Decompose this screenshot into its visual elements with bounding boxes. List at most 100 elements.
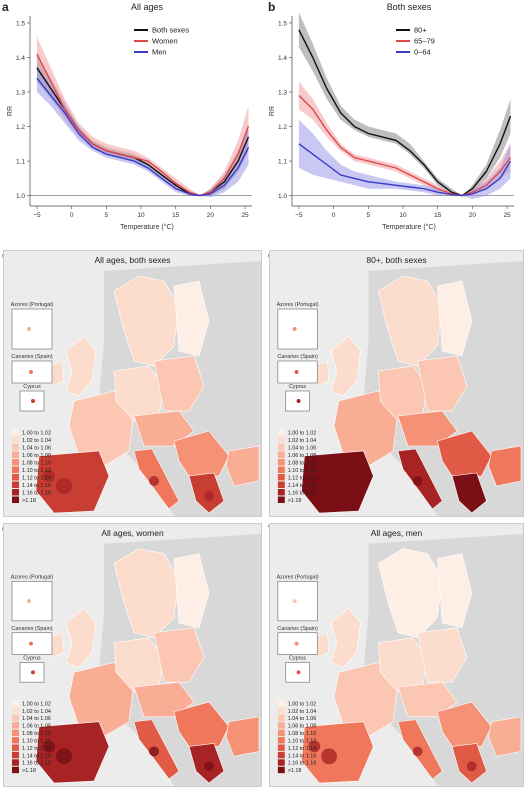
legend-entry: Men: [152, 48, 167, 57]
inset-box-azores: [277, 308, 318, 350]
y-tick-label: 1.2: [278, 124, 287, 131]
legend-class-label: 1.14 to 1.16: [22, 483, 51, 489]
inset-island: [31, 399, 35, 403]
y-tick-label: 1.4: [278, 55, 287, 62]
inset-label-cyprus: Cyprus: [23, 655, 41, 661]
legend-class-label: 1.06 to 1.08: [22, 453, 51, 459]
panel-label-a: a: [2, 0, 9, 14]
legend-entry: 0–64: [414, 48, 431, 57]
map-panel-f: All ages, men Azores (Portugal) Canaries (…: [269, 523, 524, 787]
legend-swatch: [277, 436, 285, 443]
inset-label-cyprus: Cyprus: [289, 655, 306, 661]
map-title: All ages, women: [101, 528, 164, 538]
inset-label-cyprus: Cyprus: [23, 384, 41, 390]
hotspot: [466, 491, 477, 501]
line-chart-b: Both sexes 1.0 1.1 1.2 1.3 1.4 1.5 −5 0 5 10 15 20 25…: [269, 2, 514, 231]
y-axis-label: RR: [269, 106, 276, 116]
y-tick-label: 1.0: [278, 193, 287, 200]
inset-island: [29, 641, 33, 646]
legend-swatch: [277, 744, 285, 751]
legend-swatch: [12, 759, 19, 766]
legend-class-label: 1.02 to 1.04: [288, 709, 317, 715]
europe-map: Azores (Portugal) Canaries (Spain) Cyprus 1…: [277, 533, 523, 786]
region-finland: [437, 280, 473, 357]
legend-swatch: [277, 699, 285, 707]
legend-class-label: 1.12 to 1.14: [288, 475, 317, 481]
legend-class-label: 1.08 to 1.10: [288, 731, 317, 737]
legend-swatch: [12, 429, 19, 436]
legend-swatch: [12, 766, 19, 774]
hotspot: [308, 740, 321, 753]
legend-swatch: [12, 707, 19, 714]
legend-swatch: [277, 489, 285, 496]
legend-swatch: [12, 444, 19, 451]
legend-swatch: [277, 496, 285, 503]
hotspot: [149, 746, 159, 757]
x-tick-label: 15: [172, 212, 180, 219]
legend-swatch: [12, 744, 19, 751]
legend-entry: Women: [152, 37, 178, 46]
legend-swatch: [12, 466, 19, 473]
inset-island: [296, 670, 301, 675]
legend-class-label: 1.02 to 1.04: [22, 709, 51, 715]
region-uk: [65, 335, 97, 397]
series-line-1: [36, 53, 250, 197]
legend-class-label: >1.18: [288, 498, 302, 504]
map-title: All ages, both sexes: [94, 255, 171, 265]
region-iberia: [301, 721, 374, 784]
legend-class-label: 1.16 to 1.18: [22, 491, 51, 497]
y-tick-label: 1.5: [16, 20, 25, 27]
legend-class-label: 1.12 to 1.14: [22, 476, 51, 482]
series-line-1: [298, 95, 512, 197]
legend-swatch: [12, 751, 19, 759]
region-iberia: [301, 450, 374, 514]
hotspot: [412, 476, 423, 486]
europe-map: Azores (Portugal) Canaries (Spain) Cyprus 1…: [277, 261, 523, 516]
europe-map: Azores (Portugal) Canaries (Spain) Cyprus 1…: [11, 533, 261, 786]
legend-swatch: [12, 729, 19, 737]
legend-swatch: [277, 466, 285, 473]
legend-swatch: [277, 729, 285, 737]
legend-swatch: [277, 722, 285, 729]
inset-label-canaries: Canaries (Spain): [277, 354, 318, 360]
legend-swatch: [12, 436, 19, 443]
series-line-0: [36, 67, 250, 197]
map-panel-d: 80+, both sexes Azores (Portugal) Canaries…: [269, 250, 524, 517]
legend-swatch: [12, 459, 19, 466]
y-tick-label: 1.3: [278, 90, 287, 97]
inset-box-azores: [277, 581, 318, 622]
x-tick-label: −5: [33, 212, 41, 219]
region-poland-baltics: [153, 627, 205, 683]
region-turkey: [225, 445, 260, 487]
region-balkans: [436, 701, 492, 747]
map-panel-e: All ages, women Azores (Portugal) Canaries…: [3, 523, 262, 787]
hotspot: [412, 746, 423, 757]
region-uk: [330, 607, 361, 668]
x-tick-label: 20: [207, 212, 215, 219]
series-line-2: [298, 143, 512, 197]
region-poland-baltics: [417, 355, 468, 412]
ci-band-series-2: [298, 119, 511, 200]
legend-class-label: 1.08 to 1.10: [22, 461, 51, 467]
legend-class-label: >1.18: [22, 768, 36, 774]
y-tick-label: 1.0: [16, 193, 25, 200]
region-balkans: [173, 701, 230, 747]
legend-swatch: [277, 737, 285, 744]
legend-class-label: 1.12 to 1.14: [22, 746, 51, 752]
legend-class-label: 1.00 to 1.02: [22, 701, 51, 707]
europe-map: Azores (Portugal) Canaries (Spain) Cyprus 1…: [11, 261, 261, 516]
series-line-0: [298, 29, 512, 197]
x-axis-label: Temperature (°C): [120, 223, 174, 231]
hotspot: [56, 478, 72, 494]
legend-class-label: 1.04 to 1.06: [288, 716, 317, 722]
legend-class-label: 1.00 to 1.02: [288, 701, 317, 707]
legend-class-label: 1.16 to 1.18: [288, 761, 317, 767]
legend-class-label: 1.00 to 1.02: [288, 430, 317, 436]
legend-swatch: [277, 474, 285, 481]
legend-swatch: [12, 474, 19, 481]
x-tick-label: 15: [434, 212, 442, 219]
region-finland: [437, 553, 473, 629]
legend-class-label: 1.02 to 1.04: [288, 438, 317, 444]
inset-island: [27, 327, 31, 331]
inset-label-azores: Azores (Portugal): [11, 302, 54, 308]
